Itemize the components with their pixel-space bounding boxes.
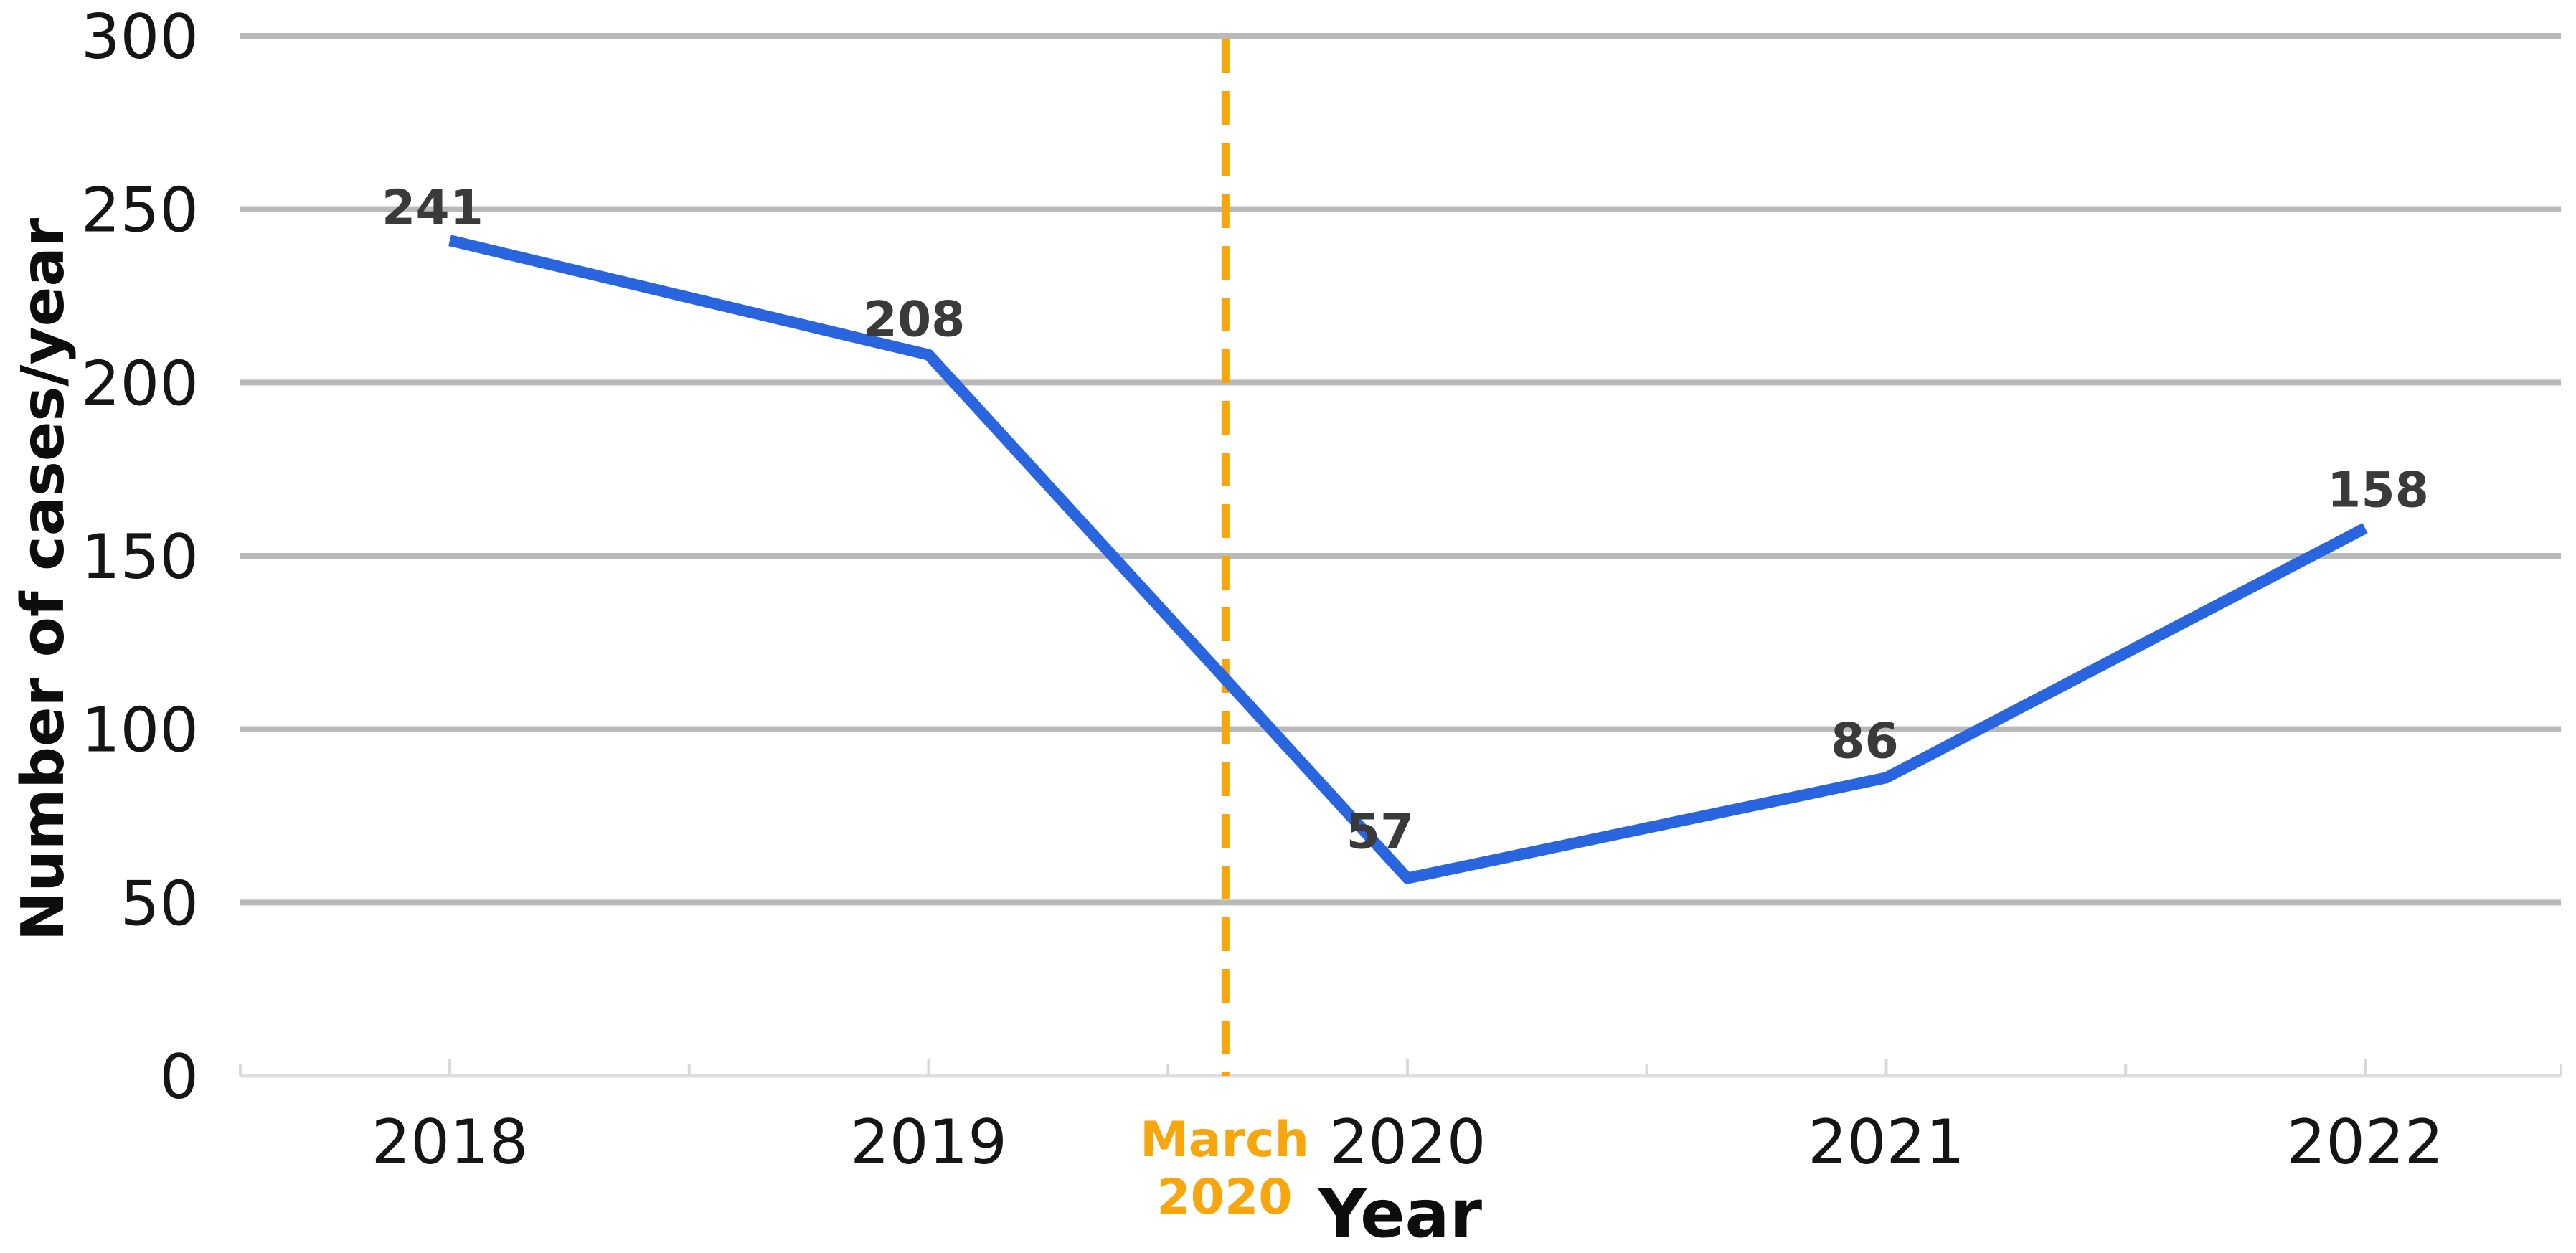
x-tick-label-2020: 2020 xyxy=(1329,1107,1486,1178)
labels-layer: 0 50 100 150 200 250 300 2018 2019 2020 2021 2022 24… xyxy=(81,1,2444,1178)
y-tick-label-0: 0 xyxy=(159,1041,199,1113)
data-point-label-86: 86 xyxy=(1831,713,1899,770)
data-point-label-57: 57 xyxy=(1346,804,1415,861)
y-tick-label-50: 50 xyxy=(121,868,199,940)
y-tick-label-250: 250 xyxy=(81,175,199,247)
y-tick-label-100: 100 xyxy=(81,695,199,767)
series-layer xyxy=(448,235,2368,884)
x-tick-label-2022: 2022 xyxy=(2287,1107,2444,1178)
data-point-label-208: 208 xyxy=(864,292,966,349)
gridlines-layer xyxy=(240,33,2561,906)
data-point-label-241: 241 xyxy=(382,180,483,237)
y-tick-label-300: 300 xyxy=(81,1,199,73)
y-tick-label-150: 150 xyxy=(81,521,199,593)
annotation-march-label: March xyxy=(1140,1112,1309,1168)
x-axis-title: Year xyxy=(1318,1176,1483,1252)
x-tick-label-2021: 2021 xyxy=(1808,1107,1965,1178)
y-axis-title: Number of cases/year xyxy=(9,217,77,941)
axis-layer xyxy=(239,1059,2562,1078)
x-tick-label-2019: 2019 xyxy=(850,1107,1007,1178)
data-point-label-158: 158 xyxy=(2327,462,2429,519)
y-tick-label-200: 200 xyxy=(81,348,199,420)
cases-trend-line xyxy=(448,235,2368,884)
annotation-2020-label: 2020 xyxy=(1156,1169,1292,1226)
x-tick-label-2018: 2018 xyxy=(372,1107,529,1178)
